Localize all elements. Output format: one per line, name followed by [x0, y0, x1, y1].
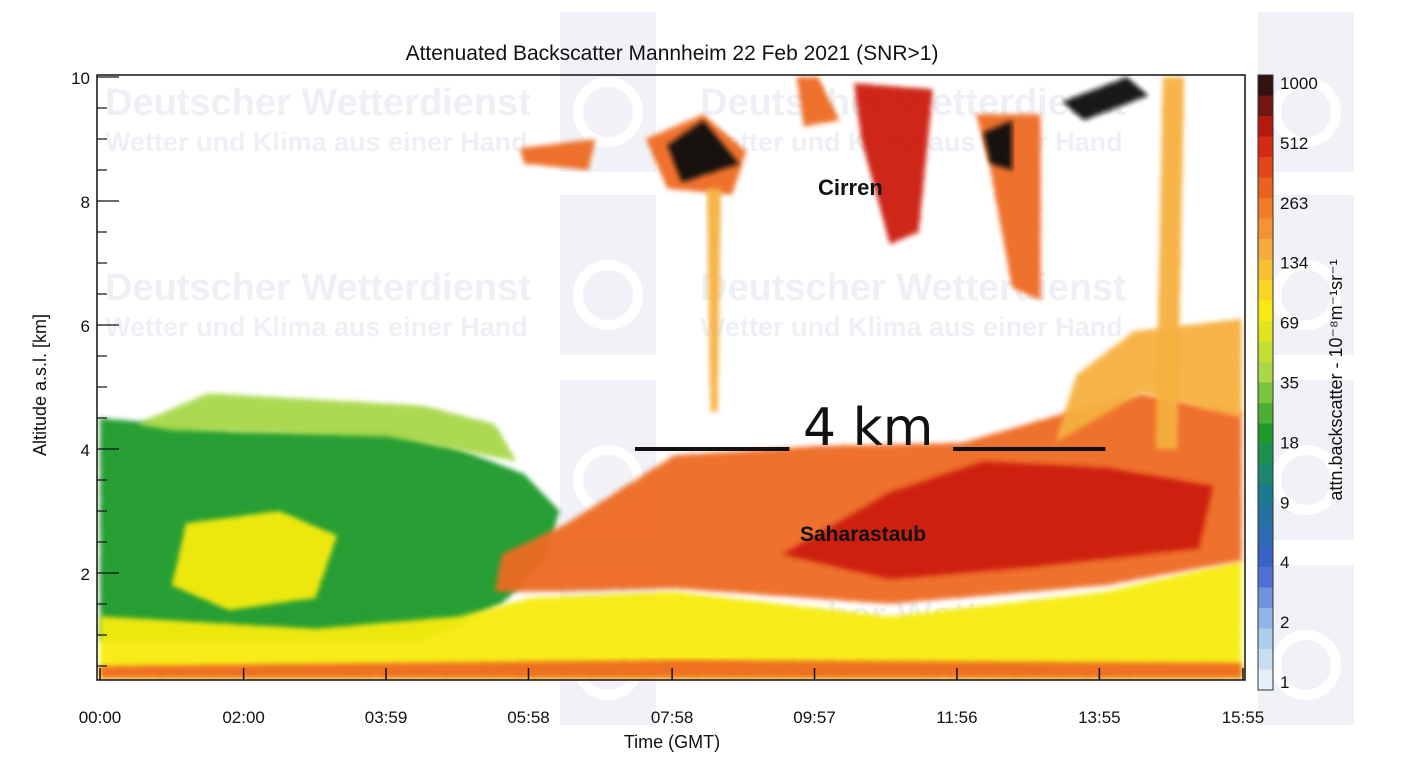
colorbar-tick-label: 9	[1280, 493, 1289, 512]
plot-frame	[96, 74, 1246, 681]
x-tick-label: 05:58	[507, 708, 550, 727]
y-tick-label: 10	[71, 69, 90, 88]
dwd-swirl-icon	[1271, 445, 1341, 515]
dwd-swirl-icon	[1271, 77, 1341, 147]
heatmap-region-mid-level-right	[1055, 318, 1242, 443]
colorbar-segment	[1258, 116, 1273, 137]
colorbar-segment	[1258, 403, 1273, 424]
x-tick-label: 15:55	[1222, 708, 1265, 727]
colorbar-tick-label: 1	[1280, 673, 1289, 692]
colorbar-segment	[1258, 321, 1273, 342]
colorbar-segment	[1258, 259, 1273, 281]
x-tick-label: 00:00	[79, 708, 122, 727]
watermark-line2: Wetter und Klima aus einer Hand	[700, 312, 1123, 342]
colorbar-segment	[1258, 669, 1273, 691]
colorbar-tick-label: 35	[1280, 374, 1299, 393]
colorbar-segment	[1258, 95, 1273, 117]
colorbar-segment	[1258, 136, 1273, 158]
colorbar-segment	[1258, 177, 1273, 199]
heatmap-region-fallstreak-1	[706, 188, 722, 412]
watermark-line2: Wetter und Klima aus einer Hand	[105, 312, 528, 342]
colorbar-label: attn.backscatter - 10⁻⁸m⁻¹sr⁻¹	[1326, 259, 1346, 500]
colorbar-segment	[1258, 218, 1273, 240]
dwd-swirl-icon	[573, 260, 643, 330]
colorbar-tick-label: 4	[1280, 553, 1289, 572]
x-tick-label: 13:55	[1078, 708, 1121, 727]
annotation-4km: 4 km	[803, 398, 933, 458]
colorbar-segment	[1258, 485, 1273, 506]
heatmap-region-cirrus-top-3	[1062, 77, 1149, 121]
colorbar-segment	[1258, 198, 1273, 219]
x-tick-label: 09:57	[793, 708, 836, 727]
colorbar-segment	[1258, 505, 1273, 527]
colorbar-tick-label: 263	[1280, 194, 1308, 213]
x-tick-label: 07:58	[651, 708, 694, 727]
colorbar-segment	[1258, 341, 1273, 363]
watermark-line1: Deutscher Wetterdienst	[700, 267, 1126, 309]
y-tick-label: 8	[81, 193, 90, 212]
x-axis-label: Time (GMT)	[624, 732, 720, 752]
colorbar: 1000 512 263 134 69 35 18 9 4 2 1	[1257, 74, 1318, 692]
x-tick-label: 11:56	[936, 708, 977, 727]
colorbar-segment	[1258, 628, 1273, 650]
x-axis: 00:00 02:00 03:59 05:58 07:58 09:57 11:56 13:55…	[79, 668, 1265, 727]
colorbar-segment	[1258, 280, 1273, 301]
annotations: Cirren Saharastaub 4 km	[634, 175, 1106, 546]
x-tick-label: 02:00	[222, 708, 265, 727]
heatmap-layer	[100, 77, 1242, 679]
dwd-swirl-icon	[573, 77, 643, 147]
dwd-logo-tile	[560, 195, 656, 355]
colorbar-segment	[1258, 362, 1273, 383]
colorbar-frame	[1257, 74, 1274, 691]
colorbar-segment	[1258, 239, 1273, 260]
heatmap-region-yellow-patch-early	[171, 511, 337, 611]
dwd-swirl-icon	[1271, 260, 1341, 330]
colorbar-segment	[1258, 300, 1273, 322]
heatmap-region-boundary-layer-sparse-top	[135, 393, 517, 462]
colorbar-segment	[1258, 567, 1273, 588]
colorbar-segment	[1258, 75, 1273, 96]
colorbar-tick-label: 1000	[1280, 74, 1318, 93]
y-axis: 2 4 6 8 10	[71, 69, 119, 667]
watermark-line1: Deutscher Wetterdienst	[105, 267, 531, 309]
heatmap-region-cirrus-early-patch	[520, 139, 596, 170]
colorbar-segment	[1258, 649, 1273, 670]
chart-title: Attenuated Backscatter Mannheim 22 Feb 2…	[406, 42, 939, 65]
colorbar-segment	[1258, 546, 1273, 568]
heatmap-region-cirrus-column-core	[983, 120, 1012, 170]
colorbar-segment	[1258, 423, 1273, 445]
colorbar-segment	[1258, 526, 1273, 547]
heatmap-region-cirrus-top-2	[854, 83, 933, 245]
watermark-line2: Wetter und Klima aus einer Hand	[105, 127, 528, 157]
annotation-cirren: Cirren	[818, 175, 883, 200]
colorbar-segment	[1258, 587, 1273, 609]
dwd-swirl-icon	[1271, 630, 1341, 700]
colorbar-segment	[1258, 464, 1273, 486]
colorbar-segment	[1258, 382, 1273, 404]
y-tick-label: 6	[81, 317, 90, 336]
colorbar-tick-label: 18	[1280, 433, 1299, 452]
colorbar-segment	[1258, 608, 1273, 629]
heatmap-region-near-surface-yellow	[100, 560, 1242, 679]
y-axis-label: Altitude a.s.l. [km]	[30, 314, 50, 456]
y-tick-label: 4	[81, 441, 90, 460]
heatmap-region-cirrus-top-1	[796, 77, 840, 127]
heatmap-region-cirrus-main-core	[667, 120, 740, 183]
colorbar-tick-label: 512	[1280, 134, 1308, 153]
colorbar-segment	[1258, 444, 1273, 465]
colorbar-segment	[1258, 157, 1273, 178]
colorbar-tick-label: 2	[1280, 613, 1289, 632]
colorbar-tick-label: 69	[1280, 314, 1299, 333]
annotation-saharastaub: Saharastaub	[800, 523, 926, 546]
y-tick-label: 2	[81, 565, 90, 584]
watermark-line1: Deutscher Wetterdienst	[105, 82, 531, 124]
heatmap-region-saharan-dust-core	[782, 461, 1214, 580]
x-tick-label: 03:59	[365, 708, 408, 727]
colorbar-tick-label: 134	[1280, 254, 1308, 273]
